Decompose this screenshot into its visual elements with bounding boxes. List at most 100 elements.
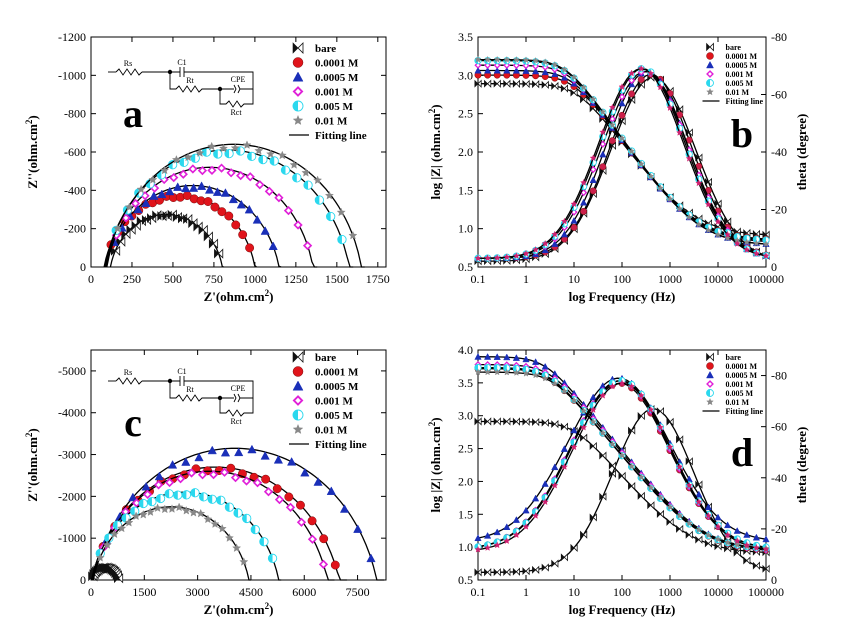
modulus-point-half [689,532,692,538]
data-point [235,448,243,456]
legend-label: Fitting line [726,97,764,106]
modulus-point-half [555,421,558,427]
y-tick-label: 2.0 [458,474,473,488]
y-axis-label: log |Z| (ohm.cm2) [427,104,443,199]
data-point [150,192,158,200]
data-point [367,554,375,562]
y-tick-label: 2.0 [458,145,473,159]
modulus-point-half [536,419,539,425]
modulus-point-half [497,81,500,87]
x-tick-label: 100000 [748,272,784,286]
y-tick-label: 1.5 [458,507,473,521]
modulus-point-half [488,81,491,87]
y2-tick-label: -80 [771,30,787,44]
y-tick-label: 2.5 [458,107,473,121]
modulus-point-half [488,418,491,424]
c1-capacitor [170,376,218,386]
phase-point [734,528,740,534]
legend-label: 0.001 M [726,70,754,79]
data-point [233,544,241,552]
panel-c: 0 1500 3000 4500 6000 75000-1000-2000-3000-40… [24,350,386,617]
rt-resistor [170,72,220,92]
x-tick-label: 1000 [658,585,682,599]
legend-marker [707,62,714,68]
x-tick-label: 1000 [243,272,267,286]
legend-label: 0.0001 M [315,57,359,69]
modulus-point-half [584,435,587,441]
fit-line-modulus [478,422,766,553]
data-point [349,231,357,239]
data-point [319,535,327,543]
x-tick-label: 750 [205,272,223,286]
modulus-point-half [497,418,500,424]
data-point [253,216,261,224]
legend-label: Fitting line [315,130,367,142]
data-point [243,141,251,149]
phase-point-half [526,568,529,574]
rs-label: Rs [124,368,132,377]
phase-point-half [536,567,539,573]
legend-label: 0.005 M [726,389,754,398]
data-point [301,468,309,476]
paren: ) [25,428,40,432]
data-point [240,558,248,566]
legend-label: Fitting line [726,407,764,416]
legend-marker-half [298,352,303,362]
data-point [354,525,362,533]
legend-marker [293,367,303,377]
modulus-point-half [507,81,510,87]
legend-label: bare [315,352,336,364]
x-tick-label: 1500 [325,272,349,286]
x-tick-label: 1750 [366,272,390,286]
legend: bare0.0001 M0.0005 M0.001 M0.005 M0.01 M… [703,353,764,416]
y-tick-label: 2.5 [458,442,473,456]
y-tick-label: -800 [64,107,86,121]
phase-point-half [545,564,548,570]
x-tick-label: 100000 [748,585,784,599]
legend-marker-half [293,101,298,111]
x-tick-label: 6000 [292,585,316,599]
y-axis-label: Z''(ohm.cm2) [24,428,40,501]
y2-tick-label: -80 [771,369,787,383]
data-point [238,230,246,238]
fit-line-phase [478,381,766,548]
data-point [161,505,169,513]
legend: bare0.0001 M0.0005 M0.001 M0.005 M0.01 M… [289,43,367,142]
legend-marker [707,372,714,378]
phase-point-half [488,569,491,575]
x-axis-label: log Frequency (Hz) [569,289,676,304]
data-point [175,503,183,511]
phase-point [628,91,634,97]
legend-label: 0.01 M [315,424,348,436]
legend-label: 0.0001 M [726,52,758,61]
phase-point [580,199,586,205]
legend-marker [293,116,303,125]
data-point [261,475,269,483]
modulus-point-half [516,418,519,424]
phase-point-half [507,569,510,575]
modulus-point-half [718,543,721,549]
legend-marker [293,381,303,390]
phase-point [609,137,615,143]
y-tick-label: -3000 [58,448,86,462]
data-point [296,501,304,509]
rs-label: Rs [124,59,132,68]
figure: 0 250 500 750 1000 1250 1500 17500-200-400-600-… [0,0,850,636]
data-point [261,227,269,235]
modulus-point-half [564,424,567,430]
phase-point [580,208,586,214]
y-tick-label: -4000 [58,406,86,420]
fit-line [107,167,317,267]
y2-tick-label: -40 [771,145,787,159]
x-tick-label: 1 [523,272,529,286]
modulus-point-half [670,519,673,525]
legend-marker [293,43,298,53]
legend-marker-half [710,354,714,361]
y2-tick-label: -20 [771,522,787,536]
legend-marker [707,53,714,60]
y2-tick-label: -60 [771,88,787,102]
modulus-point-half [536,81,539,87]
y-tick-label: 3.0 [458,68,473,82]
y-tick-label: 3.0 [458,409,473,423]
legend-marker [707,399,714,405]
